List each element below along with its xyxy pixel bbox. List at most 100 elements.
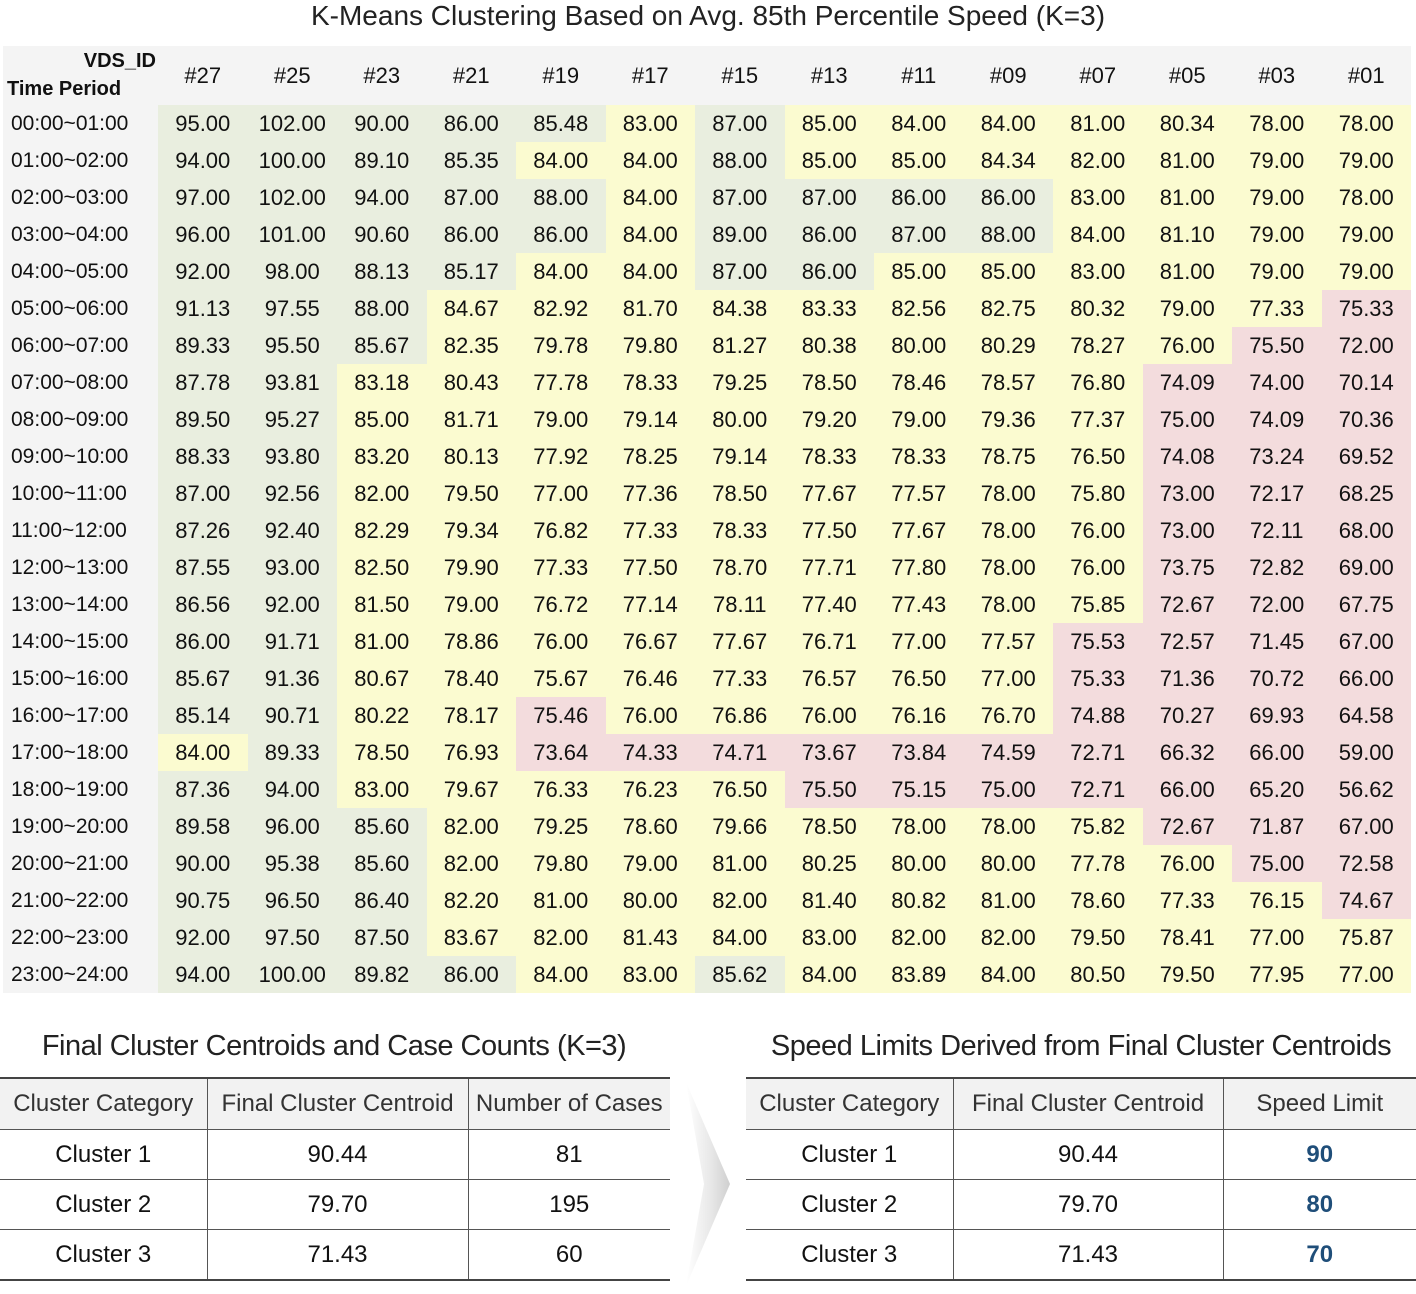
heatmap-cell: 77.50 bbox=[605, 549, 695, 586]
heatmap-cell: 91.13 bbox=[158, 290, 248, 327]
heatmap-cell: 79.00 bbox=[1232, 253, 1322, 290]
summary-row: Cluster 2 79.70 80 bbox=[746, 1179, 1416, 1230]
arrow-right-icon bbox=[686, 1082, 730, 1286]
heatmap-row: 08:00~09:00 89.50 95.27 85.00 81.71 79.00 79.1… bbox=[3, 401, 1411, 438]
heatmap-cell: 76.16 bbox=[874, 697, 964, 734]
heatmap-cell: 100.00 bbox=[247, 142, 337, 179]
heatmap-cell: 68.25 bbox=[1321, 475, 1411, 512]
heatmap-cell: 78.50 bbox=[784, 364, 874, 401]
heatmap-cell: 72.57 bbox=[1142, 623, 1232, 660]
heatmap-cell: 74.08 bbox=[1142, 438, 1232, 475]
heatmap-cell: 77.14 bbox=[605, 586, 695, 623]
cluster-category-cell: Cluster 1 bbox=[0, 1129, 208, 1180]
heatmap-cell: 93.00 bbox=[247, 549, 337, 586]
time-period-label: 00:00~01:00 bbox=[3, 105, 158, 142]
heatmap-cell: 89.82 bbox=[337, 956, 427, 993]
heatmap-cell: 86.00 bbox=[963, 179, 1053, 216]
heatmap-row: 00:00~01:00 95.00 102.00 90.00 86.00 85.48 83.… bbox=[3, 105, 1411, 142]
heatmap-cell: 86.00 bbox=[874, 179, 964, 216]
heatmap-row: 10:00~11:00 87.00 92.56 82.00 79.50 77.00 77.3… bbox=[3, 475, 1411, 512]
heatmap-cell: 81.10 bbox=[1142, 216, 1232, 253]
heatmap-cell: 72.11 bbox=[1232, 512, 1322, 549]
heatmap-cell: 80.43 bbox=[426, 364, 516, 401]
heatmap-cell: 95.27 bbox=[247, 401, 337, 438]
heatmap-cell: 79.00 bbox=[1142, 290, 1232, 327]
heatmap-cell: 75.00 bbox=[1232, 845, 1322, 882]
heatmap-cell: 72.71 bbox=[1053, 734, 1143, 771]
heatmap-cell: 77.33 bbox=[516, 549, 606, 586]
heatmap-cell: 82.29 bbox=[337, 512, 427, 549]
heatmap-cell: 85.00 bbox=[337, 401, 427, 438]
speed-limit-cell: 70 bbox=[1222, 1229, 1416, 1281]
heatmap-cell: 77.50 bbox=[784, 512, 874, 549]
heatmap-cell: 76.80 bbox=[1053, 364, 1143, 401]
heatmap-cell: 79.14 bbox=[695, 438, 785, 475]
heatmap-cell: 83.67 bbox=[426, 919, 516, 956]
heatmap-cell: 64.58 bbox=[1321, 697, 1411, 734]
heatmap-cell: 86.40 bbox=[337, 882, 427, 919]
heatmap-cell: 77.57 bbox=[874, 475, 964, 512]
heatmap-cell: 85.00 bbox=[784, 142, 874, 179]
row-axis-label: Time Period bbox=[7, 78, 122, 100]
heatmap-cell: 77.00 bbox=[874, 623, 964, 660]
heatmap-cell: 77.37 bbox=[1053, 401, 1143, 438]
heatmap-cell: 77.67 bbox=[695, 623, 785, 660]
heatmap-cell: 83.00 bbox=[605, 105, 695, 142]
heatmap-cell: 76.72 bbox=[516, 586, 606, 623]
heatmap-cell: 76.23 bbox=[605, 771, 695, 808]
heatmap-cell: 91.36 bbox=[247, 660, 337, 697]
heatmap-cell: 84.34 bbox=[963, 142, 1053, 179]
summary-column-header: Number of Cases bbox=[467, 1077, 670, 1130]
summary-row: Cluster 1 90.44 81 bbox=[0, 1129, 670, 1180]
centroid-cell: 71.43 bbox=[206, 1229, 469, 1281]
time-period-label: 09:00~10:00 bbox=[3, 438, 158, 475]
heatmap-cell: 84.00 bbox=[605, 142, 695, 179]
heatmap-cell: 79.00 bbox=[874, 401, 964, 438]
heatmap-cell: 82.92 bbox=[516, 290, 606, 327]
heatmap-cell: 79.00 bbox=[1321, 253, 1411, 290]
heatmap-cell: 83.20 bbox=[337, 438, 427, 475]
corner-header: VDS_ID Time Period bbox=[3, 46, 158, 105]
heatmap-cell: 72.17 bbox=[1232, 475, 1322, 512]
centroid-cell: 90.44 bbox=[206, 1129, 469, 1180]
heatmap-cell: 83.18 bbox=[337, 364, 427, 401]
heatmap-cell: 87.78 bbox=[158, 364, 248, 401]
time-period-label: 13:00~14:00 bbox=[3, 586, 158, 623]
heatmap-cell: 75.46 bbox=[516, 697, 606, 734]
heatmap-cell: 77.57 bbox=[963, 623, 1053, 660]
time-period-label: 16:00~17:00 bbox=[3, 697, 158, 734]
heatmap-cell: 83.00 bbox=[784, 919, 874, 956]
heatmap-cell: 84.00 bbox=[158, 734, 248, 771]
heatmap-cell: 72.67 bbox=[1142, 808, 1232, 845]
heatmap-cell: 76.82 bbox=[516, 512, 606, 549]
heatmap-cell: 79.00 bbox=[1232, 142, 1322, 179]
heatmap-cell: 73.24 bbox=[1232, 438, 1322, 475]
heatmap-cell: 78.86 bbox=[426, 623, 516, 660]
heatmap-cell: 97.50 bbox=[247, 919, 337, 956]
heatmap-cell: 86.00 bbox=[158, 623, 248, 660]
heatmap-cell: 83.89 bbox=[874, 956, 964, 993]
column-header: #13 bbox=[784, 46, 874, 105]
heatmap-cell: 81.00 bbox=[963, 882, 1053, 919]
heatmap-cell: 90.60 bbox=[337, 216, 427, 253]
heatmap-cell: 80.32 bbox=[1053, 290, 1143, 327]
heatmap-cell: 78.00 bbox=[874, 808, 964, 845]
heatmap-row: 18:00~19:00 87.36 94.00 83.00 79.67 76.33 76.2… bbox=[3, 771, 1411, 808]
heatmap-cell: 85.14 bbox=[158, 697, 248, 734]
column-header: #19 bbox=[516, 46, 606, 105]
heatmap-cell: 78.33 bbox=[784, 438, 874, 475]
heatmap-cell: 80.50 bbox=[1053, 956, 1143, 993]
heatmap-row: 02:00~03:00 97.00 102.00 94.00 87.00 88.00 84.… bbox=[3, 179, 1411, 216]
heatmap-cell: 75.67 bbox=[516, 660, 606, 697]
heatmap-cell: 84.00 bbox=[605, 179, 695, 216]
heatmap-cell: 77.33 bbox=[605, 512, 695, 549]
heatmap-cell: 81.50 bbox=[337, 586, 427, 623]
heatmap-cell: 76.00 bbox=[784, 697, 874, 734]
heatmap-cell: 87.55 bbox=[158, 549, 248, 586]
heatmap-row: 13:00~14:00 86.56 92.00 81.50 79.00 76.72 77.1… bbox=[3, 586, 1411, 623]
heatmap-cell: 75.85 bbox=[1053, 586, 1143, 623]
heatmap-cell: 73.75 bbox=[1142, 549, 1232, 586]
heatmap-cell: 66.00 bbox=[1321, 660, 1411, 697]
heatmap-cell: 76.33 bbox=[516, 771, 606, 808]
heatmap-cell: 94.00 bbox=[158, 956, 248, 993]
